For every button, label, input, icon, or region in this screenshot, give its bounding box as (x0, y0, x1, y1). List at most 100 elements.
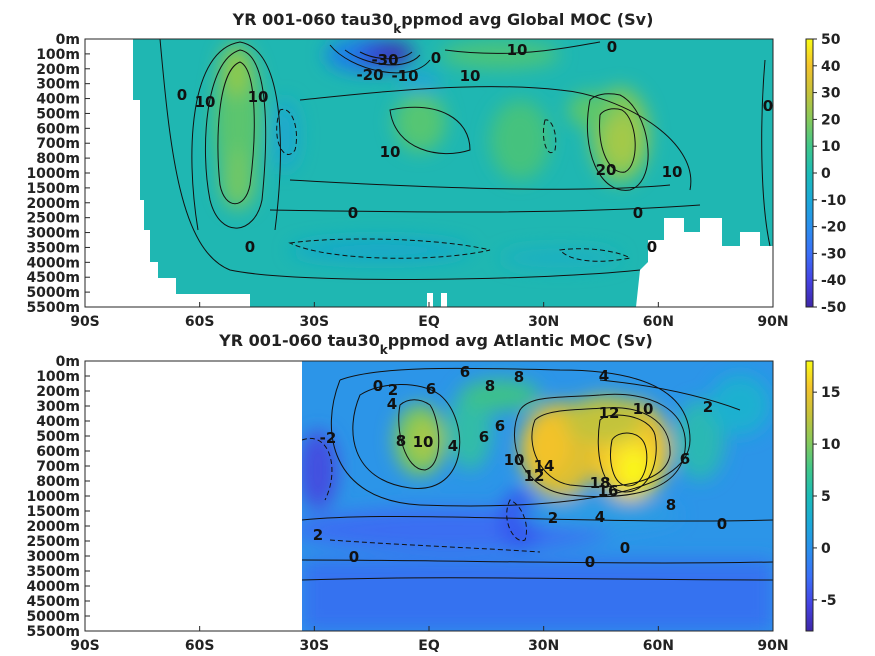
atlantic-field (290, 361, 773, 631)
global-contour-label: 0 (431, 49, 441, 67)
atlantic-title-post: ppmod avg Atlantic MOC (Sv) (388, 331, 653, 350)
atlantic-colorbar-tick-label: 10 (821, 437, 841, 453)
atlantic-contour-label: 12 (599, 404, 620, 422)
global-y-tick-label: 5500m (26, 300, 80, 316)
global-colorbar-tick-label: 40 (821, 59, 841, 75)
global-contour-label: 0 (348, 204, 358, 222)
global-colorbar-tick-label: 20 (821, 112, 841, 128)
global-colorbar-ticks: 50 40 30 20 10 0 -10 -20 -30 -40 -50 (813, 32, 847, 316)
atlantic-x-tick-label: 30S (300, 638, 330, 654)
global-y-tick-label: 4000m (26, 255, 80, 271)
global-field (133, 39, 773, 307)
atlantic-contour-label: 8 (396, 432, 406, 450)
atlantic-contour-label: 8 (514, 368, 524, 386)
global-colorbar (805, 38, 814, 308)
atlantic-contour-label: 6 (680, 450, 690, 468)
global-colorbar-tick-label: 30 (821, 86, 841, 102)
global-contour-label: 10 (460, 67, 481, 85)
atlantic-colorbar (805, 360, 814, 632)
atlantic-contour-label: -2 (320, 429, 337, 447)
atlantic-title: YR 001-060 tau30kppmod avg Atlantic MOC … (218, 331, 653, 357)
global-contour-label: -20 (356, 66, 383, 84)
global-y-tick-label: 4500m (26, 270, 80, 286)
global-y-tick-label: 100m (36, 47, 80, 63)
atlantic-y-tick-label: 2500m (26, 534, 80, 550)
global-contour-label: 10 (507, 41, 528, 59)
atlantic-contour-label: 2 (703, 398, 713, 416)
global-y-tick-label: 5000m (26, 285, 80, 301)
atlantic-y-tick-label: 1500m (26, 504, 80, 520)
global-contour-label: -10 (391, 67, 418, 85)
global-contour-label: -30 (371, 51, 398, 69)
global-y-tick-label: 200m (36, 62, 80, 78)
atlantic-contour-label: 12 (524, 467, 545, 485)
atlantic-contour-label: 2 (548, 509, 558, 527)
atlantic-y-tick-label: 500m (36, 429, 80, 445)
atlantic-x-tick-label: 90N (757, 638, 788, 654)
global-y-tick-label: 700m (36, 136, 80, 152)
atlantic-contour-label: 10 (413, 433, 434, 451)
global-colorbar-tick-label: -50 (821, 300, 847, 316)
global-y-tick-label: 3500m (26, 240, 80, 256)
global-x-ticks: 90S 60S 30S EQ 30N 60N 90N (70, 302, 789, 330)
global-colorbar-tick-label: -30 (821, 246, 847, 262)
global-title-pre: YR 001-060 tau30 (232, 10, 394, 29)
atlantic-contour-label: 4 (448, 437, 458, 455)
atlantic-x-tick-label: 90S (70, 638, 100, 654)
atlantic-contour-label: 6 (426, 380, 436, 398)
global-y-tick-label: 800m (36, 151, 80, 167)
global-colorbar-tick-label: 50 (821, 32, 841, 48)
global-contour-label: 10 (195, 93, 216, 111)
global-y-tick-label: 300m (36, 77, 80, 93)
atlantic-contour-label: 0 (585, 553, 595, 571)
atlantic-x-ticks: 90S 60S 30S EQ 30N 60N 90N (70, 626, 789, 654)
global-colorbar-tick-label: 0 (821, 166, 831, 182)
global-colorbar-tick-label: -40 (821, 273, 847, 289)
atlantic-x-tick-label: 60S (185, 638, 215, 654)
global-title: YR 001-060 tau30kppmod avg Global MOC (S… (232, 10, 654, 36)
atlantic-contour-label: 16 (598, 482, 619, 500)
global-colorbar-tick-label: -10 (821, 193, 847, 209)
global-x-tick-label: 60S (185, 314, 215, 330)
atlantic-colorbar-ticks: 15 10 5 0 -5 (813, 385, 841, 609)
atlantic-contour-label: 6 (495, 417, 505, 435)
global-y-tick-label: 400m (36, 92, 80, 108)
atlantic-contour-label: 6 (479, 428, 489, 446)
atlantic-contour-label: 0 (717, 515, 727, 533)
atlantic-contour-label: 14 (534, 457, 555, 475)
atlantic-contour-label: 8 (485, 377, 495, 395)
atlantic-x-tick-label: 30N (528, 638, 559, 654)
global-contour-label: 0 (763, 97, 773, 115)
global-mask (85, 39, 447, 307)
atlantic-title-pre: YR 001-060 tau30 (218, 331, 380, 350)
atlantic-y-tick-label: 200m (36, 384, 80, 400)
global-x-tick-label: 90N (757, 314, 788, 330)
global-contour-label: 0 (177, 86, 187, 104)
atlantic-y-tick-label: 100m (36, 369, 80, 385)
atlantic-y-tick-label: 1000m (26, 489, 80, 505)
atlantic-colorbar-tick-label: 15 (821, 385, 840, 401)
global-contour-label: 0 (245, 238, 255, 256)
global-y-ticks: 0m100m200m300m400m500m600m700m800m1000m1… (26, 32, 90, 316)
atlantic-contour-label: 18 (590, 474, 611, 492)
global-y-tick-label: 2000m (26, 196, 80, 212)
atlantic-contour-label: 0 (620, 539, 630, 557)
global-x-tick-label: 90S (70, 314, 100, 330)
atlantic-contour-label: 0 (349, 548, 359, 566)
atlantic-y-tick-label: 3000m (26, 549, 80, 565)
atlantic-contour-label: 6 (460, 363, 470, 381)
atlantic-y-tick-label: 800m (36, 474, 80, 490)
atlantic-contour-label: 2 (388, 381, 398, 399)
atlantic-mask (85, 361, 302, 631)
atlantic-contour-label: 10 (633, 400, 654, 418)
global-title-sub: k (393, 22, 402, 36)
atlantic-y-tick-label: 4000m (26, 579, 80, 595)
atlantic-y-tick-label: 3500m (26, 564, 80, 580)
global-title-post: ppmod avg Global MOC (Sv) (401, 10, 653, 29)
atlantic-contour-label: 4 (599, 367, 609, 385)
atlantic-contour-label: 0 (373, 377, 383, 395)
atlantic-y-tick-label: 4500m (26, 594, 80, 610)
global-contour-label: 0 (633, 204, 643, 222)
